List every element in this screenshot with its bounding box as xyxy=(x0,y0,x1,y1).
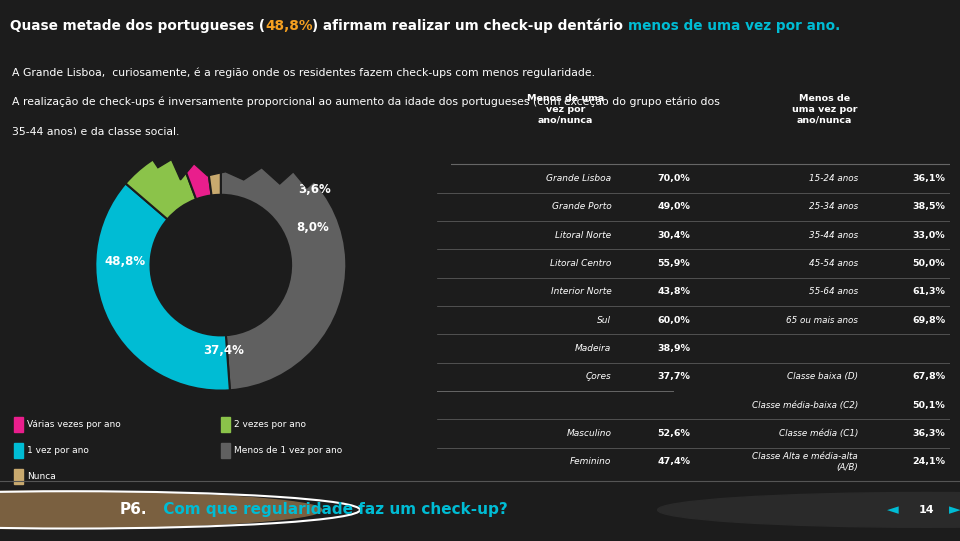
Text: 67,8%: 67,8% xyxy=(912,372,946,381)
Text: 37,7%: 37,7% xyxy=(658,372,690,381)
Bar xyxy=(221,443,230,458)
Text: Sul: Sul xyxy=(597,316,612,325)
Bar xyxy=(13,469,23,484)
Text: 38,9%: 38,9% xyxy=(658,344,690,353)
Bar xyxy=(13,443,23,458)
Text: P6.: P6. xyxy=(120,503,148,517)
Text: Nunca: Nunca xyxy=(27,472,56,481)
Text: Çores: Çores xyxy=(586,372,612,381)
Text: 61,3%: 61,3% xyxy=(912,287,946,296)
Text: ◄: ◄ xyxy=(887,503,899,517)
Circle shape xyxy=(0,491,322,529)
Text: Feminino: Feminino xyxy=(570,458,612,466)
Text: A realização de check-ups é inversamente proporcional ao aumento da idade dos po: A realização de check-ups é inversamente… xyxy=(12,97,719,108)
Text: Menos de 1 vez por ano: Menos de 1 vez por ano xyxy=(234,446,343,455)
Text: 70,0%: 70,0% xyxy=(658,174,690,183)
Text: Menos de
uma vez por
ano/nunca: Menos de uma vez por ano/nunca xyxy=(792,94,857,124)
Text: 43,8%: 43,8% xyxy=(658,287,690,296)
Wedge shape xyxy=(126,148,196,219)
Bar xyxy=(221,417,230,432)
Text: Litoral Norte: Litoral Norte xyxy=(555,231,612,240)
Text: 14: 14 xyxy=(919,505,934,515)
Text: 25-34 anos: 25-34 anos xyxy=(809,202,858,212)
Text: 45-54 anos: 45-54 anos xyxy=(809,259,858,268)
Text: 1 vez por ano: 1 vez por ano xyxy=(27,446,89,455)
Text: Classe Alta e média-alta
(A/B): Classe Alta e média-alta (A/B) xyxy=(753,452,858,472)
Text: ►: ► xyxy=(949,503,960,517)
Text: 55,9%: 55,9% xyxy=(658,259,690,268)
Text: 55-64 anos: 55-64 anos xyxy=(809,287,858,296)
Text: menos de uma vez por ano.: menos de uma vez por ano. xyxy=(628,18,841,32)
Text: Classe média (C1): Classe média (C1) xyxy=(779,429,858,438)
Text: 35-44 anos: 35-44 anos xyxy=(809,231,858,240)
Text: 65 ou mais anos: 65 ou mais anos xyxy=(786,316,858,325)
Text: 24,1%: 24,1% xyxy=(912,458,946,466)
Wedge shape xyxy=(95,183,229,391)
Text: Quase metade dos portugueses (: Quase metade dos portugueses ( xyxy=(10,18,265,32)
Text: 35-44 anos) e da classe social.: 35-44 anos) e da classe social. xyxy=(12,127,179,136)
Text: 36,3%: 36,3% xyxy=(913,429,946,438)
Text: A Grande Lisboa,  curiosamente, é a região onde os residentes fazem check-ups co: A Grande Lisboa, curiosamente, é a regiã… xyxy=(12,68,594,78)
Circle shape xyxy=(658,492,960,527)
Text: 30,4%: 30,4% xyxy=(658,231,690,240)
Wedge shape xyxy=(177,141,211,199)
Text: Grande Porto: Grande Porto xyxy=(552,202,612,212)
Text: 38,5%: 38,5% xyxy=(912,202,946,212)
Text: 52,6%: 52,6% xyxy=(658,429,690,438)
Text: 47,4%: 47,4% xyxy=(658,458,690,466)
Polygon shape xyxy=(0,135,451,188)
Text: Interior Norte: Interior Norte xyxy=(551,287,612,296)
Text: Várias vezes por ano: Várias vezes por ano xyxy=(27,420,121,430)
Text: 36,1%: 36,1% xyxy=(912,174,946,183)
Text: Grande Lisboa: Grande Lisboa xyxy=(546,174,612,183)
Text: 49,0%: 49,0% xyxy=(658,202,690,212)
Text: 50,0%: 50,0% xyxy=(913,259,946,268)
Text: ) afirmam realizar um check-up dentário: ) afirmam realizar um check-up dentário xyxy=(313,18,628,33)
Text: 48,8%: 48,8% xyxy=(265,18,313,32)
Text: 8,0%: 8,0% xyxy=(296,221,329,234)
Text: 37,4%: 37,4% xyxy=(203,344,244,357)
Text: 3,6%: 3,6% xyxy=(299,183,331,196)
Text: Com que regularidade faz um check-up?: Com que regularidade faz um check-up? xyxy=(158,503,508,517)
Text: Litoral Centro: Litoral Centro xyxy=(550,259,612,268)
Text: 50,1%: 50,1% xyxy=(913,401,946,410)
Text: Classe média-baixa (C2): Classe média-baixa (C2) xyxy=(752,401,858,410)
Text: 60,0%: 60,0% xyxy=(658,316,690,325)
Text: Madeira: Madeira xyxy=(575,344,612,353)
Text: 15-24 anos: 15-24 anos xyxy=(809,174,858,183)
Text: Masculino: Masculino xyxy=(566,429,612,438)
Text: Classe baixa (D): Classe baixa (D) xyxy=(787,372,858,381)
Text: Menos de uma
vez por
ano/nunca: Menos de uma vez por ano/nunca xyxy=(527,94,604,124)
Wedge shape xyxy=(221,140,347,390)
Wedge shape xyxy=(204,140,221,195)
Text: 69,8%: 69,8% xyxy=(912,316,946,325)
Text: 2 vezes por ano: 2 vezes por ano xyxy=(234,420,306,430)
Bar xyxy=(13,417,23,432)
Text: 33,0%: 33,0% xyxy=(913,231,946,240)
Text: 2,1%: 2,1% xyxy=(224,156,256,169)
Text: 48,8%: 48,8% xyxy=(105,255,146,268)
